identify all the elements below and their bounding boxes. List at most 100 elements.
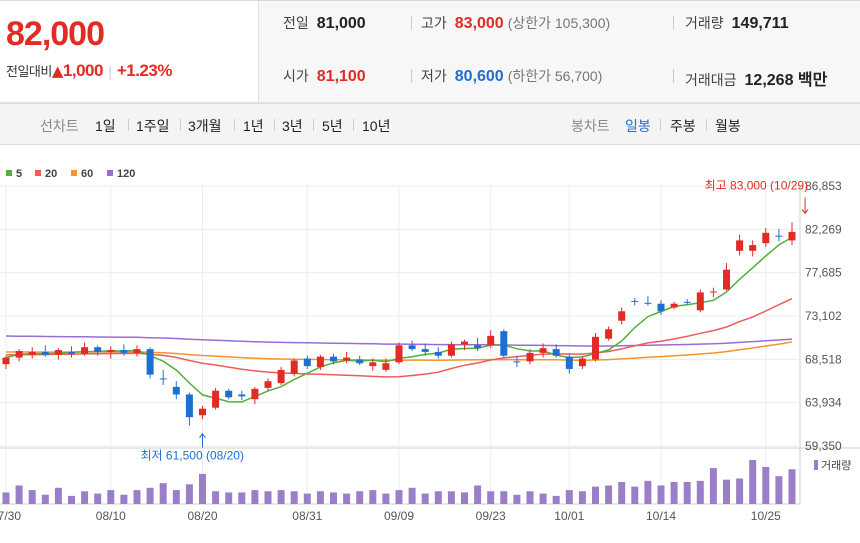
candle-body — [382, 363, 390, 370]
volume-bar — [683, 482, 691, 504]
candle-body — [578, 358, 586, 367]
candle-body — [775, 235, 783, 237]
tab-3month[interactable]: 3개월 — [188, 118, 222, 134]
volume-bar — [68, 495, 75, 504]
volume-bar — [120, 494, 128, 504]
volume-bar — [657, 485, 665, 504]
candle-body — [618, 311, 626, 321]
candle-body — [474, 345, 482, 349]
volume-bar — [447, 491, 455, 504]
high-annotation: 최고 83,000 (10/29) — [705, 178, 808, 192]
volume-bar — [670, 482, 678, 504]
candle-body — [683, 301, 691, 303]
candle-body — [696, 292, 704, 311]
candle-body — [736, 240, 744, 251]
volume-bar — [107, 490, 115, 504]
candle-body — [369, 362, 377, 367]
tab-10year[interactable]: 10년 — [362, 118, 391, 134]
quote-header: 82,000 전일대비▲1,000 | +1.23% 전일 81,000 고가 83,0… — [0, 0, 860, 103]
volume-bar — [264, 491, 272, 504]
volume-bar — [395, 490, 403, 504]
candle-body — [185, 394, 193, 418]
candle-body — [592, 336, 599, 360]
candle-body — [54, 350, 62, 355]
divider — [274, 119, 275, 131]
volume-bar — [408, 487, 416, 504]
x-tick-label: 08/20 — [187, 509, 217, 523]
candle-body — [264, 381, 272, 388]
stat-volume: 거래량 149,711 — [685, 15, 789, 32]
stat-prev-close: 전일 81,000 — [283, 15, 366, 32]
y-tick-label: 86,853 — [805, 179, 842, 193]
stats-panel: 전일 81,000 고가 83,000 (상한가 105,300) 거래량 149,71… — [259, 1, 860, 103]
volume-bar — [487, 491, 495, 504]
y-tick-label: 59,350 — [805, 439, 842, 453]
low-arrow-head — [199, 432, 206, 438]
volume-bar — [500, 491, 508, 504]
divider — [673, 16, 674, 30]
divider — [313, 119, 314, 131]
tab-1year[interactable]: 1년 — [243, 118, 264, 134]
candle-body — [120, 350, 128, 353]
volume-bar — [94, 493, 102, 504]
divider — [660, 119, 661, 131]
candle-body — [709, 291, 717, 293]
candle-body — [28, 351, 36, 355]
candle-body — [500, 331, 508, 356]
volume-bar — [303, 493, 311, 504]
tab-monthly[interactable]: 월봉 — [715, 118, 741, 134]
candle-body — [159, 378, 167, 380]
y-tick-label: 77,685 — [805, 266, 842, 280]
tab-5year[interactable]: 5년 — [322, 118, 343, 134]
tab-weekly[interactable]: 주봉 — [670, 118, 696, 134]
volume-legend-swatch — [814, 460, 818, 470]
stat-amount: 거래대금 12,268 백만 — [685, 72, 828, 89]
volume-bar — [461, 492, 468, 504]
x-tick-label: 09/09 — [384, 509, 414, 523]
stock-chart: 5 20 60 120 86,853 82,269 77,685 73,102 68,518 63… — [0, 168, 860, 523]
y-tick-label: 63,934 — [805, 396, 842, 410]
candle-body — [303, 358, 311, 367]
volume-bar — [474, 485, 482, 504]
volume-bar — [15, 485, 23, 504]
volume-bar — [54, 487, 62, 504]
stat-open: 시가 81,100 — [283, 68, 366, 85]
volume-bar — [631, 486, 639, 504]
candle-body — [539, 348, 547, 353]
tab-1week[interactable]: 1주일 — [136, 118, 170, 134]
legend-swatch-ma20 — [35, 170, 41, 176]
stat-high: 고가 83,000 (상한가 105,300) — [421, 15, 611, 32]
change-percent: +1.23% — [116, 61, 173, 80]
candle-body — [172, 386, 180, 395]
candle-body — [81, 347, 89, 354]
volume-bar — [526, 491, 534, 504]
price-change: 전일대비▲1,000 | +1.23% — [6, 61, 172, 81]
volume-bar — [421, 493, 429, 504]
current-price: 82,000 — [6, 15, 105, 53]
volume-bar — [369, 490, 377, 504]
volume-bar — [81, 491, 89, 504]
divider — [234, 119, 235, 131]
tab-1day[interactable]: 1일 — [95, 118, 116, 134]
candle-body — [513, 361, 521, 363]
candle-body — [644, 302, 652, 304]
tab-daily[interactable]: 일봉 — [625, 118, 651, 134]
volume-bar — [578, 491, 586, 504]
candle-body — [146, 349, 154, 375]
candle-body — [251, 388, 259, 400]
candle-body — [94, 347, 102, 352]
volume-bar — [749, 460, 757, 504]
candle-body — [225, 390, 233, 398]
candle-body — [421, 349, 429, 352]
legend-label-ma5: 5 — [16, 168, 22, 180]
candle-body — [199, 408, 206, 416]
candle-body — [762, 232, 770, 244]
tab-3year[interactable]: 3년 — [282, 118, 303, 134]
candle-body — [41, 351, 49, 355]
volume-bar — [592, 486, 599, 504]
stat-low: 저가 80,600 (하한가 56,700) — [421, 68, 603, 85]
chart-tabs: 선차트 1일 1주일 3개월 1년 3년 5년 10년 봉차트 일봉 주봉 월봉 — [0, 103, 860, 145]
candle-body — [487, 335, 495, 346]
candle-body — [330, 356, 337, 362]
candle-body — [107, 350, 115, 352]
